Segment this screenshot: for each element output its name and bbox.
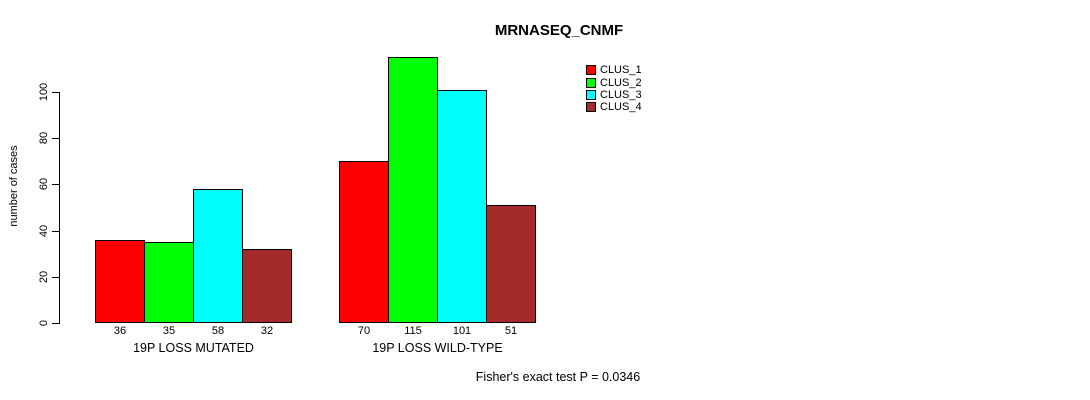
bar-value-label: 58 <box>211 325 225 337</box>
bar-value-label: 101 <box>452 325 472 337</box>
legend-label: CLUS_2 <box>600 76 642 89</box>
legend: CLUS_1 CLUS_2 CLUS_3 CLUS_4 <box>586 64 642 114</box>
fisher-test-annotation: Fisher's exact test P = 0.0346 <box>475 370 641 384</box>
bar-value-label: 32 <box>260 325 274 337</box>
legend-label: CLUS_4 <box>600 101 642 114</box>
legend-swatch <box>586 65 596 76</box>
y-tick <box>52 276 59 278</box>
y-tick <box>52 184 59 186</box>
chart-title: MRNASEQ_CNMF <box>494 22 624 39</box>
bar <box>144 242 194 323</box>
legend-label: CLUS_3 <box>600 88 642 101</box>
y-tick <box>52 92 59 93</box>
y-tick <box>52 230 59 232</box>
legend-item: CLUS_2 <box>586 76 642 89</box>
legend-swatch <box>586 89 596 100</box>
bar-value-label: 70 <box>357 325 371 337</box>
legend-item: CLUS_3 <box>586 89 642 101</box>
legend-label: CLUS_1 <box>600 64 642 77</box>
legend-item: CLUS_4 <box>586 101 642 113</box>
bar <box>437 90 487 323</box>
y-tick <box>52 323 59 324</box>
y-tick-label: 40 <box>38 224 50 237</box>
bar <box>193 189 243 323</box>
y-tick-label: 20 <box>38 270 50 283</box>
bar-value-label: 115 <box>404 325 422 337</box>
bar <box>339 161 389 323</box>
bar-value-label: 51 <box>504 325 518 337</box>
bar-value-label: 35 <box>162 325 176 337</box>
group-label: 19P LOSS MUTATED <box>133 341 254 355</box>
bar <box>95 240 145 323</box>
legend-swatch <box>586 102 596 113</box>
y-tick-label: 60 <box>38 178 50 191</box>
y-tick-label: 100 <box>38 82 50 102</box>
y-tick-label: 80 <box>38 132 50 145</box>
bar <box>242 249 292 323</box>
y-axis-line <box>59 92 60 324</box>
bar <box>388 57 438 323</box>
bar-value-label: 36 <box>113 325 127 337</box>
y-tick-label: 0 <box>38 319 50 327</box>
group-label: 19P LOSS WILD-TYPE <box>372 341 503 355</box>
legend-item: CLUS_1 <box>586 64 642 76</box>
legend-swatch <box>586 77 596 88</box>
bar <box>486 205 536 323</box>
y-tick <box>52 138 59 140</box>
